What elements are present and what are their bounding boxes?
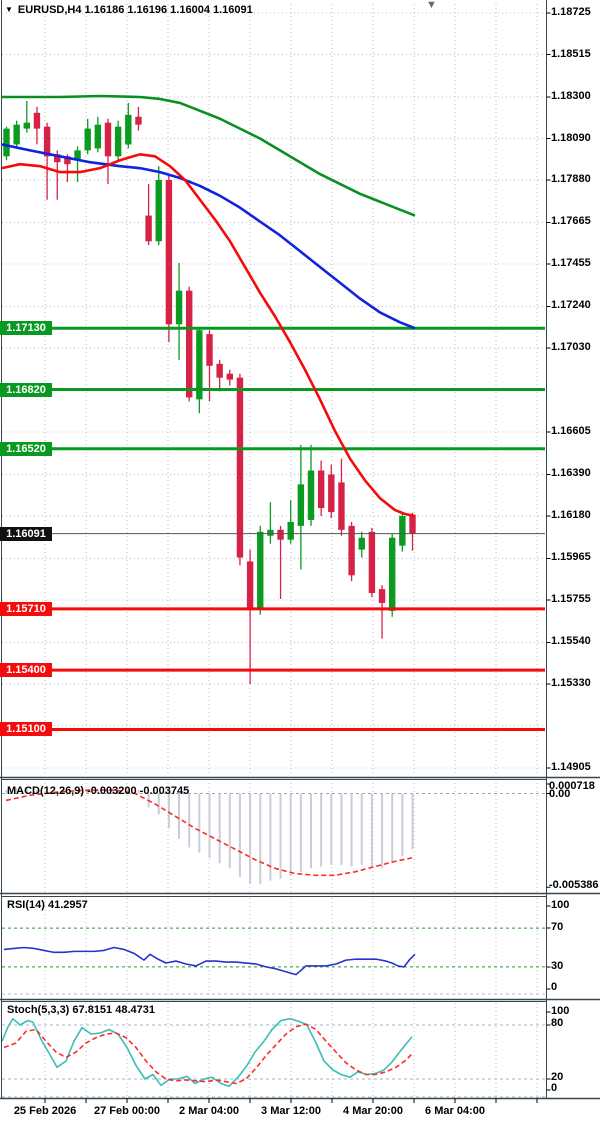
stoch-d-line [3,1023,413,1085]
candle-body-bear [277,529,284,540]
candle-body-bear [328,474,335,513]
candle-body-bear [135,116,142,125]
rsi-indicator-label: RSI(14) 41.2957 [7,899,88,911]
candle-body-bear [348,525,355,576]
resistance-price-badge: 1.17130 [0,321,52,336]
candle-body-bull [389,537,396,611]
price-tick-label: 1.17240 [551,299,591,312]
chart-title-text: EURUSD,H4 1.16186 1.16196 1.16004 1.1609… [17,4,253,16]
rsi-axis-label: 30 [551,960,564,972]
macd-signal-line [5,789,413,877]
time-label: 4 Mar 20:00 [343,1105,403,1117]
support-price-badge: 1.15400 [0,663,52,678]
price-tick-label: 1.15540 [551,635,591,648]
stoch-axis-label: 20 [551,1071,564,1083]
time-label: 3 Mar 12:00 [261,1105,321,1117]
candle-body-bear [246,561,254,609]
candle-body-bull [297,484,305,526]
stoch-axis-label: 0 [551,1082,558,1094]
time-label: 27 Feb 00:00 [93,1105,161,1117]
price-tick-label: 1.16605 [551,424,591,437]
candle-body-bull [13,124,20,145]
candle-body-bull [175,290,183,325]
symbol-dropdown-icon[interactable]: ▼ [5,5,13,14]
candle-body-bear [409,514,416,534]
candle-body-bear [236,377,244,558]
price-tick-label: 1.17880 [551,173,591,185]
stoch-axis-label: 80 [551,1017,564,1029]
price-tick-label: 1.17665 [551,215,591,228]
candle-body-bull [267,529,274,536]
candle-body-bear [338,482,345,530]
stoch-indicator-label: Stoch(5,3,3) 67.8151 48.4731 [7,1004,155,1016]
candle-body-bull [287,521,294,540]
price-tick-label: 1.17455 [551,257,591,269]
candle-body-bear [216,363,223,378]
candle-body-bull [84,128,91,151]
candle-body-bull [196,330,203,400]
price-tick-label: 1.18515 [551,47,591,60]
price-tick-label: 1.14905 [551,760,591,773]
candle-body-bear [368,531,376,594]
candle-body-bull [114,126,122,157]
time-label: 2 Mar 04:00 [179,1105,239,1117]
candle-body-bear [165,180,173,325]
candle-body-bull [94,124,102,149]
candle-body-bull [307,470,315,520]
candle-body-bear [33,112,41,129]
stoch-axis-label: 100 [551,1005,570,1017]
time-label: 25 Feb 2026 [13,1105,77,1117]
stoch-k-line [1,1017,413,1087]
candle-body-bull [3,128,10,157]
candle-body-bear [317,470,325,509]
candle-body-bear [226,373,233,380]
candle-body-bull [74,150,81,161]
candle-body-bear [145,215,152,242]
ma-red-line [1,153,416,518]
support-price-badge: 1.15710 [0,601,52,616]
macd-axis-label: 0.000718 [549,780,595,792]
price-tick-label: 1.16390 [551,467,591,480]
time-label: 6 Mar 04:00 [425,1105,485,1117]
rsi-axis-label: 0 [551,981,558,993]
price-tick-label: 1.18300 [551,89,591,102]
macd-axis-label: -0.005386 [549,879,599,891]
price-tick-label: 1.17030 [551,340,591,353]
candle-body-bear [54,154,61,163]
price-tick-label: 1.15330 [551,676,591,689]
macd-axis-label: 0.00 [549,788,571,800]
resistance-price-badge: 1.16520 [0,441,52,456]
current-price-badge: 1.16091 [0,526,52,541]
resistance-price-badge: 1.16820 [0,382,52,397]
chart-title: ▼ EURUSD,H4 1.16186 1.16196 1.16004 1.160… [5,4,253,16]
candle-body-bear [43,126,51,157]
ma-green-line [2,94,416,217]
rsi-axis-label: 100 [551,899,570,911]
candle-body-bear [104,122,112,157]
price-tick-label: 1.18090 [551,131,591,144]
support-price-badge: 1.15100 [0,722,52,737]
candle-body-bear [186,290,193,398]
rsi-axis-label: 70 [551,921,564,933]
candle-body-bull [155,180,162,242]
price-tick-label: 1.15965 [551,551,591,564]
candle-body-bull [125,114,132,145]
price-tick-label: 1.15755 [551,592,591,605]
candle-body-bull [358,537,365,550]
candle-body-bull [399,515,406,546]
price-tick-label: 1.16180 [551,508,591,521]
candle-body-bear [378,589,386,603]
candle-body-bear [206,334,213,366]
candle-body-bull [257,531,264,609]
candle-body-bull [23,122,30,129]
chart-shift-marker-icon[interactable]: ▼ [426,0,437,11]
candle-body-bear [64,156,71,165]
price-tick-label: 1.18725 [551,6,591,18]
macd-indicator-label: MACD(12,26,9) -0.003200 -0.003745 [7,785,190,797]
ma-blue-line [1,143,416,330]
rsi-line [3,946,416,976]
